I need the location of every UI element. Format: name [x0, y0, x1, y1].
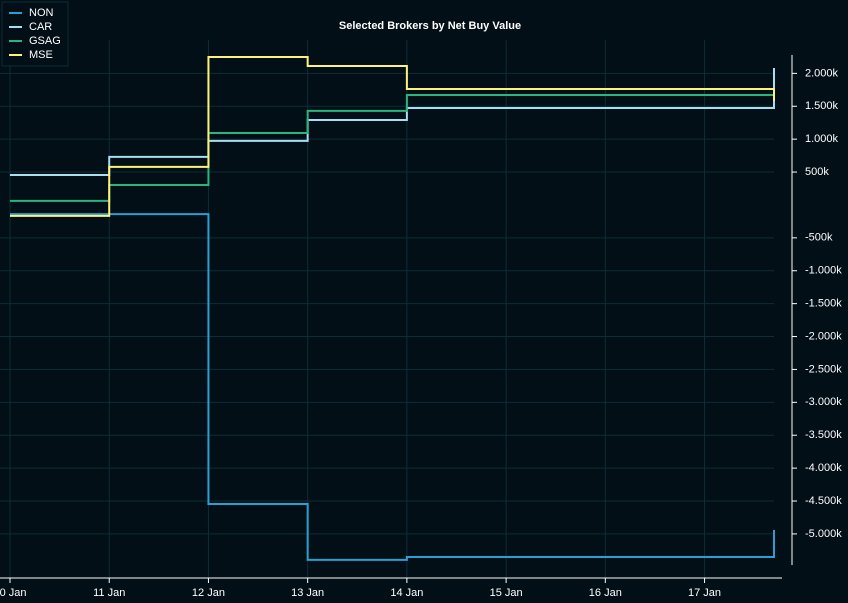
grid [0, 40, 774, 578]
y-tick-label: -4.000k [805, 462, 842, 474]
y-tick-label: 1.500k [805, 100, 839, 112]
series-line [10, 55, 775, 217]
y-tick-label: -2.500k [805, 363, 842, 375]
y-tick-label: 2.000k [805, 67, 839, 79]
chart-title: Selected Brokers by Net Buy Value [339, 20, 521, 32]
legend-label: GSAG [29, 35, 61, 47]
y-tick-label: -500k [805, 232, 833, 244]
y-tick-label: 1.000k [805, 133, 839, 145]
y-tick-label: -2.000k [805, 330, 842, 342]
legend-label: NON [29, 7, 54, 19]
x-tick-label: 17 Jan [688, 587, 721, 599]
x-tick-label: 16 Jan [589, 587, 622, 599]
x-tick-label: 11 Jan [93, 587, 125, 599]
y-tick-label: -3.500k [805, 429, 842, 441]
x-tick-label: 15 Jan [490, 587, 523, 599]
legend-label: MSE [29, 49, 53, 61]
x-tick-label: 13 Jan [291, 587, 324, 599]
x-tick-label: 12 Jan [192, 587, 225, 599]
series-line [10, 213, 775, 561]
series-line [10, 67, 775, 176]
y-tick-label: -5.000k [805, 528, 842, 540]
axes: 10 Jan 11 Jan 12 Jan 13 Jan 14 Jan 15 Jan 16 J… [0, 55, 842, 599]
y-tick-label: -4.500k [805, 495, 842, 507]
y-tick-label: -1.500k [805, 298, 842, 310]
x-tick-label: 14 Jan [390, 587, 423, 599]
y-tick-label: -3.000k [805, 396, 842, 408]
plot [10, 55, 775, 561]
legend-label: CAR [29, 21, 52, 33]
y-tick-label: -1.000k [805, 265, 842, 277]
y-tick-label: 500k [805, 166, 829, 178]
x-tick-label: 10 Jan [0, 587, 27, 599]
legend: NON CAR GSAG MSE [1, 1, 69, 67]
